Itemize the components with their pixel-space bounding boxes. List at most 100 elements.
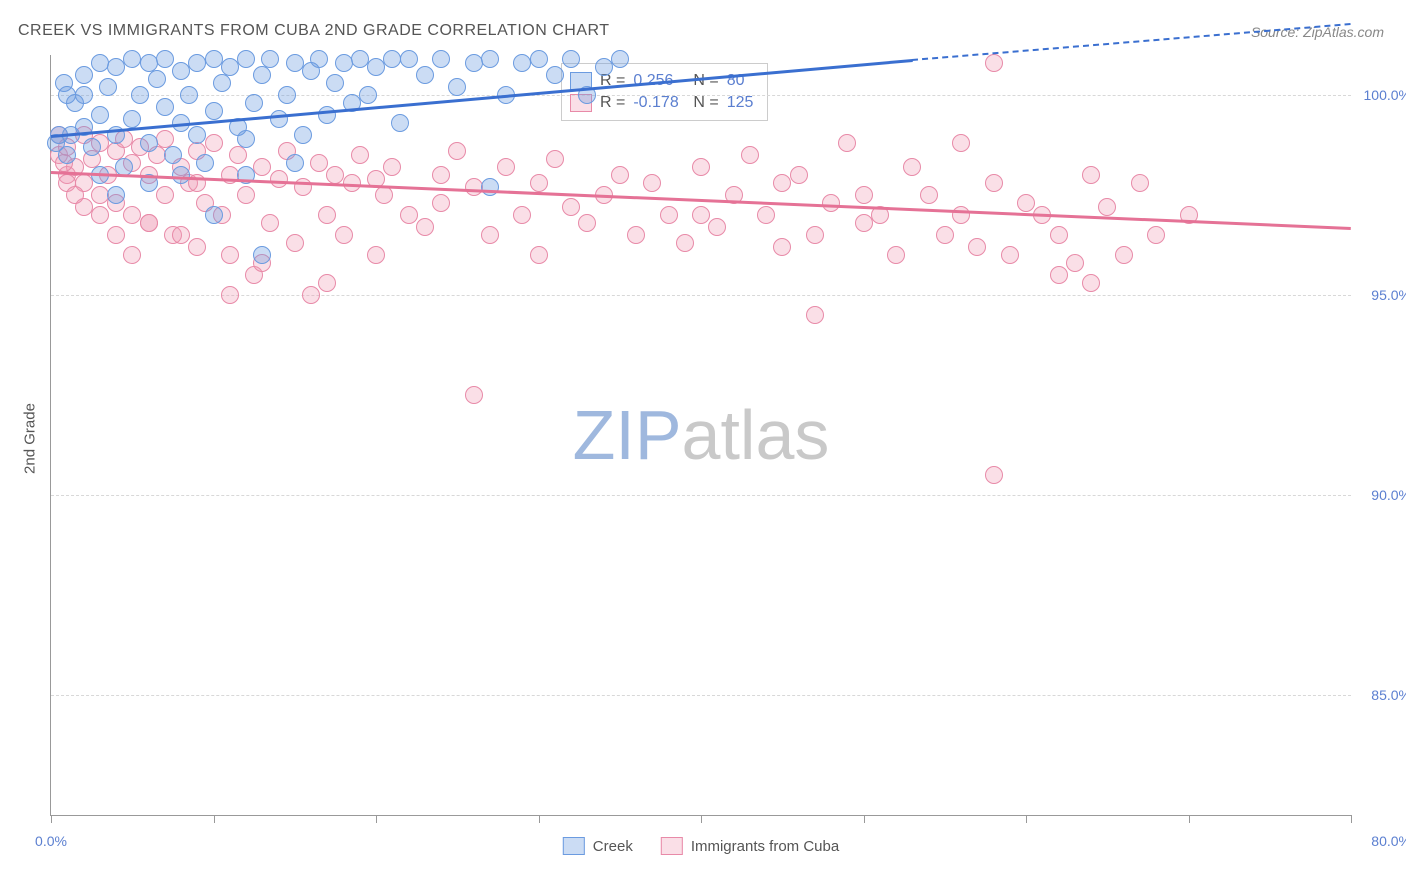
cuba-r-value: -0.178 [633,94,685,112]
cuba-point [261,214,279,232]
creek-point [83,138,101,156]
creek-point [391,114,409,132]
cuba-point [708,218,726,236]
creek-point [188,126,206,144]
creek-point [156,50,174,68]
cuba-point [530,246,548,264]
r-label: R = [600,94,625,112]
creek-point [286,154,304,172]
cuba-point [968,238,986,256]
creek-point [611,50,629,68]
creek-point [213,74,231,92]
creek-point [326,74,344,92]
cuba-point [660,206,678,224]
cuba-point [302,286,320,304]
cuba-point [91,206,109,224]
creek-point [530,50,548,68]
cuba-point [806,306,824,324]
gridline [51,495,1351,496]
x-tick [864,815,865,823]
cuba-point [465,386,483,404]
cuba-point [66,186,84,204]
creek-point [75,86,93,104]
x-tick-label: 80.0% [1356,833,1406,849]
cuba-point [757,206,775,224]
cuba-point [448,142,466,160]
cuba-point [773,174,791,192]
gridline [51,695,1351,696]
cuba-point [627,226,645,244]
creek-point [253,66,271,84]
creek-point [546,66,564,84]
cuba-point [375,186,393,204]
cuba-point [123,246,141,264]
creek-point [562,50,580,68]
creek-point [416,66,434,84]
creek-point [432,50,450,68]
x-tick [376,815,377,823]
cuba-point [1001,246,1019,264]
cuba-point [643,174,661,192]
cuba-point [367,246,385,264]
cuba-swatch-icon [661,837,683,855]
cuba-point [1115,246,1133,264]
creek-point [481,50,499,68]
creek-point [278,86,296,104]
cuba-point [221,286,239,304]
creek-point [188,54,206,72]
cuba-point [1098,198,1116,216]
creek-point [335,54,353,72]
cuba-point [172,226,190,244]
y-tick-label: 90.0% [1356,487,1406,503]
cuba-point [335,226,353,244]
cuba-n-value: 125 [727,94,754,112]
cuba-point [416,218,434,236]
cuba-point [903,158,921,176]
cuba-point [400,206,418,224]
creek-point [310,50,328,68]
cuba-point [188,238,206,256]
cuba-point [855,214,873,232]
cuba-point [578,214,596,232]
scatter-plot: ZIPatlas R = 0.256 N = 80 R = -0.178 N =… [50,55,1351,816]
cuba-point [985,54,1003,72]
cuba-point [229,146,247,164]
creek-point [253,246,271,264]
creek-point [91,54,109,72]
creek-point [172,62,190,80]
cuba-point [692,206,710,224]
creek-point [196,154,214,172]
cuba-point [936,226,954,244]
cuba-point [497,158,515,176]
cuba-point [1066,254,1084,272]
cuba-point [237,186,255,204]
x-tick [214,815,215,823]
cuba-point [855,186,873,204]
legend-item-cuba: Immigrants from Cuba [661,837,839,855]
cuba-point [985,174,1003,192]
creek-point [237,130,255,148]
creek-point [400,50,418,68]
creek-point [107,58,125,76]
cuba-point [286,234,304,252]
creek-point [180,86,198,104]
creek-point [481,178,499,196]
creek-point [318,106,336,124]
creek-point [107,186,125,204]
cuba-point [205,134,223,152]
creek-point [245,94,263,112]
cuba-point [318,274,336,292]
cuba-point [822,194,840,212]
cuba-point [383,158,401,176]
cuba-point [887,246,905,264]
n-label: N = [693,72,718,90]
x-tick [701,815,702,823]
legend-item-creek: Creek [563,837,633,855]
cuba-point [432,194,450,212]
gridline [51,295,1351,296]
watermark-zip: ZIP [573,396,682,474]
creek-point [75,66,93,84]
cuba-point [790,166,808,184]
creek-point [148,70,166,88]
cuba-point [692,158,710,176]
